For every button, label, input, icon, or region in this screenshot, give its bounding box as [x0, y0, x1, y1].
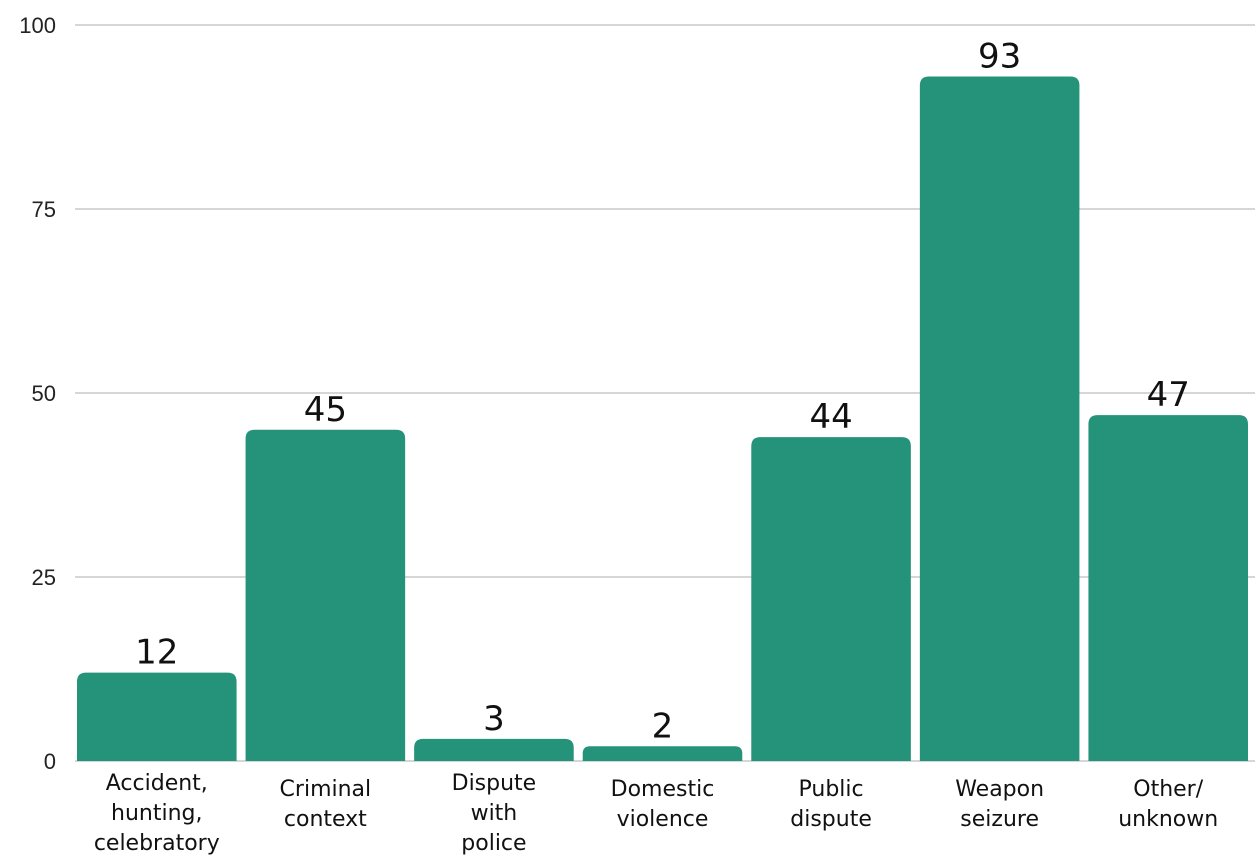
y-tick-label: 25 [32, 565, 56, 590]
y-axis-ticks: 0 25 50 75 100 [19, 13, 56, 774]
bar [751, 437, 911, 761]
value-label: 45 [304, 390, 347, 430]
category-label: Domestic violence [611, 777, 715, 832]
category-label: Dispute with police [452, 771, 537, 856]
bar [414, 738, 574, 761]
bars [77, 76, 1248, 761]
value-label: 12 [135, 633, 178, 673]
value-label: 2 [652, 706, 674, 746]
value-label: 3 [483, 699, 505, 739]
category-label: Other/unknown [1118, 777, 1218, 832]
bar [1088, 415, 1248, 761]
value-label: 44 [809, 397, 852, 437]
y-tick-label: 0 [44, 749, 56, 774]
y-tick-label: 100 [19, 13, 56, 38]
value-label: 47 [1147, 375, 1190, 415]
category-label: Weapon seizure [955, 777, 1044, 832]
y-tick-label: 50 [32, 381, 56, 406]
y-tick-label: 75 [32, 197, 56, 222]
category-label: Criminal context [280, 777, 372, 832]
category-label: Public dispute [790, 777, 872, 832]
category-labels: Accident, hunting, celebratory Criminal cont… [94, 771, 1218, 856]
bar [77, 672, 237, 761]
category-label: Accident, hunting, celebratory [94, 771, 220, 856]
bar [245, 429, 406, 761]
value-labels: 12 45 3 2 44 93 47 [135, 37, 1190, 747]
bar [919, 76, 1080, 761]
value-label: 93 [978, 37, 1021, 77]
bar [582, 746, 743, 761]
